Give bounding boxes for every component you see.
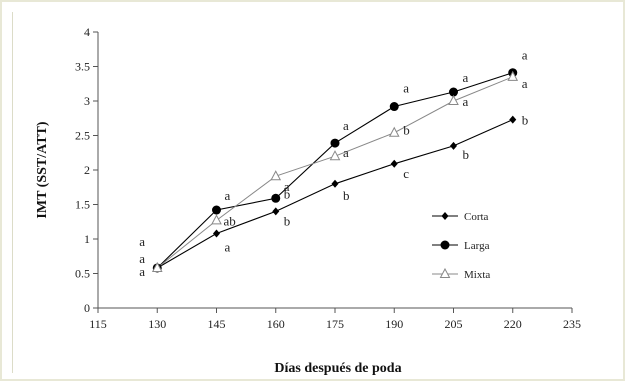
- circle-marker: [440, 240, 450, 250]
- legend: Corta Larga Mixta: [432, 211, 490, 281]
- significance-letter: b: [463, 147, 470, 162]
- significance-letter: b: [403, 123, 410, 138]
- significance-letter: a: [225, 239, 231, 254]
- series-lines: [156, 72, 513, 269]
- y-axis-title: IMT (SST/ATT): [35, 121, 50, 218]
- circle-marker: [212, 205, 221, 215]
- significance-letter: c: [403, 166, 409, 181]
- x-tick-label: 175: [326, 317, 344, 331]
- significance-letter: b: [284, 213, 291, 228]
- axes: 0 0.5 1 1.5 2 2.5 3 3.5 4 115 130 145 160 175 190 205 22…: [75, 25, 581, 331]
- significance-letter: a: [403, 81, 409, 96]
- diamond-marker: [390, 159, 398, 168]
- significance-letter: b: [522, 113, 529, 128]
- x-tick-label: 190: [385, 317, 403, 331]
- significance-letter: a: [343, 118, 349, 133]
- significance-letter: a: [139, 234, 145, 249]
- circle-marker: [271, 193, 281, 203]
- y-tick-label: 0: [84, 301, 90, 315]
- x-tick-label: 115: [89, 317, 107, 331]
- significance-letter: a: [225, 188, 231, 203]
- diamond-marker: [331, 179, 339, 188]
- significance-letter: a: [139, 264, 145, 279]
- significance-letter: a: [522, 76, 528, 91]
- triangle-marker: [329, 150, 341, 161]
- significance-letter: a: [463, 70, 469, 85]
- significance-letter: a: [522, 48, 528, 63]
- y-tick-label: 2.5: [75, 129, 90, 143]
- y-tick-label: 4: [84, 25, 90, 39]
- significance-letter: b: [284, 186, 291, 201]
- legend-label-corta: Corta: [464, 211, 489, 223]
- legend-label-mixta: Mixta: [464, 269, 490, 281]
- x-tick-label: 130: [148, 317, 166, 331]
- diamond-marker: [213, 229, 220, 238]
- x-tick-label: 145: [208, 317, 226, 331]
- significance-letter: a: [463, 94, 469, 109]
- diamond-marker: [272, 207, 280, 216]
- triangle-marker: [270, 170, 282, 181]
- triangle-marker: [211, 214, 222, 225]
- triangle-marker: [448, 94, 459, 105]
- diamond-marker: [509, 115, 517, 124]
- y-tick-label: 0.5: [75, 267, 90, 281]
- triangle-marker: [507, 70, 519, 81]
- y-tick-label: 3: [84, 94, 90, 108]
- x-tick-label: 205: [445, 317, 463, 331]
- x-axis-title: Días después de poda: [274, 361, 401, 376]
- significance-letter: a: [343, 145, 349, 160]
- significance-letter: a: [284, 179, 290, 194]
- series-line-mixta: [156, 76, 513, 269]
- triangle-marker: [151, 261, 163, 272]
- triangle-marker: [439, 267, 451, 278]
- x-tick-label: 235: [563, 317, 581, 331]
- circle-marker: [330, 138, 340, 148]
- series-line-larga: [156, 72, 513, 269]
- y-tick-label: 3.5: [75, 60, 90, 74]
- x-tick-label: 220: [504, 317, 522, 331]
- triangle-marker: [388, 126, 400, 137]
- y-tick-label: 2: [84, 163, 90, 177]
- y-tick-label: 1.5: [75, 198, 90, 212]
- diamond-marker: [441, 212, 449, 220]
- significance-letter: ab: [224, 213, 236, 228]
- circle-marker: [449, 87, 458, 97]
- circle-marker: [389, 102, 399, 112]
- y-tick-label: 1: [84, 232, 90, 246]
- significance-letter: a: [139, 251, 145, 266]
- significance-letter: b: [343, 188, 350, 203]
- legend-label-larga: Larga: [464, 240, 490, 252]
- x-tick-label: 160: [267, 317, 285, 331]
- data-markers: [151, 68, 519, 273]
- diamond-marker: [450, 141, 457, 150]
